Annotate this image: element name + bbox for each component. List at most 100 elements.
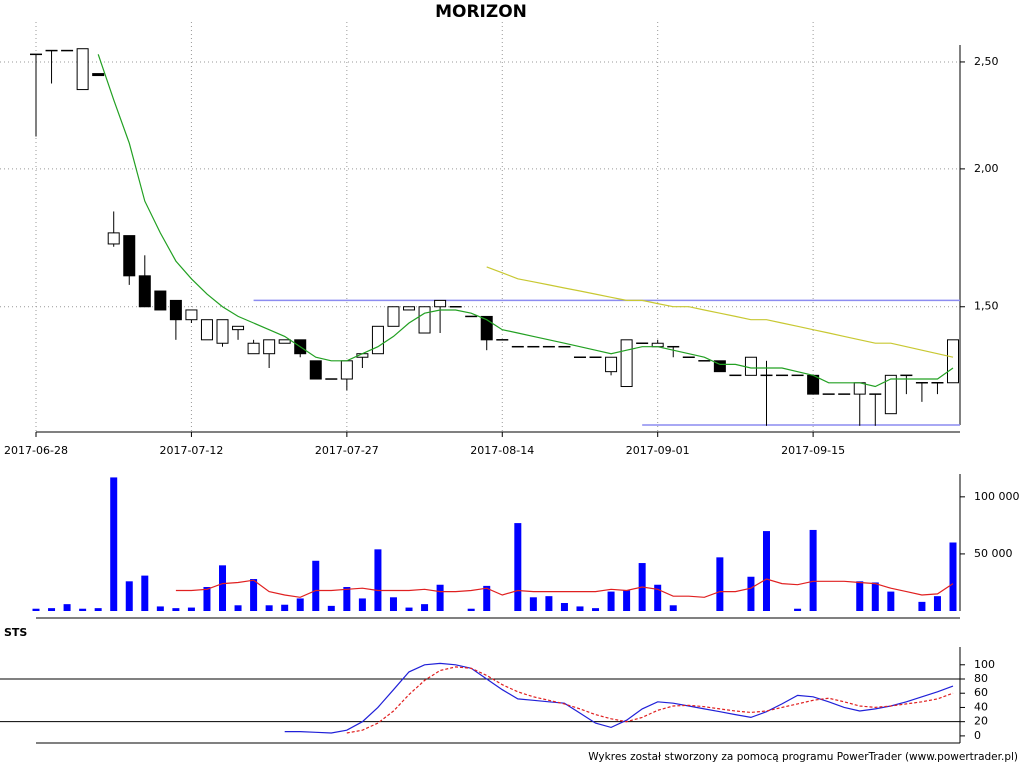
line (346, 666, 954, 734)
bar (32, 608, 40, 611)
bar (623, 590, 631, 611)
bar (856, 581, 864, 611)
line (175, 578, 954, 598)
y-tick-label: 1,50 (974, 300, 999, 313)
candle-body (620, 339, 633, 388)
bar (234, 605, 242, 611)
candle-body (232, 325, 245, 331)
bar (203, 587, 211, 611)
x-tick-label: 2017-07-27 (315, 444, 379, 457)
bar (327, 605, 335, 611)
bar (762, 531, 770, 611)
y-tick-label: 100 000 (974, 490, 1020, 503)
bar (374, 549, 382, 611)
candle-body (123, 235, 136, 277)
bar (125, 581, 133, 611)
bar (809, 529, 817, 611)
x-tick-label: 2017-09-01 (626, 444, 690, 457)
bar (716, 557, 724, 611)
x-tick-label: 2017-06-28 (4, 444, 68, 457)
bar (79, 608, 87, 611)
bar (545, 596, 553, 611)
bar (467, 608, 475, 611)
candle-body (340, 360, 353, 380)
candle-body (807, 374, 820, 395)
candle-body (185, 309, 198, 321)
y-tick-label: 100 (974, 658, 995, 671)
bar (343, 587, 351, 611)
y-tick-label: 2,50 (974, 55, 999, 68)
candle-body (947, 339, 959, 384)
candle-body (434, 299, 447, 308)
candle-body (387, 306, 400, 327)
bar (654, 584, 662, 611)
bar (48, 608, 56, 611)
bar (918, 601, 926, 611)
candle-body (884, 374, 897, 415)
bar (607, 591, 615, 611)
bar (592, 608, 600, 611)
bar (669, 605, 677, 611)
bar (296, 598, 304, 611)
bar (436, 584, 444, 611)
candle-body (371, 325, 384, 355)
candle-body (138, 275, 151, 308)
candle-body (480, 315, 493, 341)
candle-body (418, 306, 431, 334)
candle-body (247, 342, 260, 355)
candle-body (713, 360, 726, 373)
bar (312, 560, 320, 611)
candle-body (200, 319, 213, 341)
bar (172, 608, 180, 611)
candle-body (744, 356, 757, 376)
bar (94, 608, 102, 611)
bar (887, 591, 895, 611)
bar (187, 607, 195, 611)
bar (219, 565, 227, 611)
bar (933, 596, 941, 611)
x-tick-label: 2017-08-14 (470, 444, 534, 457)
candle-body (403, 306, 416, 311)
candle-body (309, 360, 322, 380)
line (97, 54, 954, 388)
bar (576, 606, 584, 611)
y-tick-label: 2,00 (974, 162, 999, 175)
bar (250, 579, 258, 611)
bar (405, 607, 413, 611)
chart-title: MORIZON (435, 2, 527, 22)
candle-body (605, 356, 618, 373)
candle-body (107, 232, 120, 245)
y-tick-label: 80 (974, 672, 988, 685)
candle-body (853, 382, 866, 395)
bar (514, 523, 522, 611)
candle-body (216, 319, 229, 344)
bar (156, 606, 164, 611)
bar (110, 477, 118, 611)
bar (560, 603, 568, 611)
bar (794, 608, 802, 611)
footer: Wykres został stworzony za pomocą progra… (588, 751, 1018, 763)
candle-body (76, 48, 89, 91)
x-tick-label: 2017-09-15 (781, 444, 845, 457)
bar (63, 604, 71, 611)
bar (265, 605, 273, 611)
candle-body (278, 339, 291, 344)
line (486, 266, 954, 358)
bar (281, 604, 289, 611)
candle-body (154, 290, 167, 311)
bar (358, 598, 366, 611)
y-tick-label: 40 (974, 700, 988, 713)
bar (871, 582, 879, 611)
bar (949, 542, 957, 611)
x-tick-label: 2017-07-12 (159, 444, 223, 457)
bar (529, 597, 537, 611)
y-tick-label: 60 (974, 686, 988, 699)
candle-body (92, 73, 105, 77)
bar (141, 575, 149, 611)
bar (483, 585, 491, 611)
y-tick-label: 50 000 (974, 547, 1013, 560)
bar (747, 576, 755, 611)
candle-body (263, 339, 276, 355)
bar (389, 597, 397, 611)
